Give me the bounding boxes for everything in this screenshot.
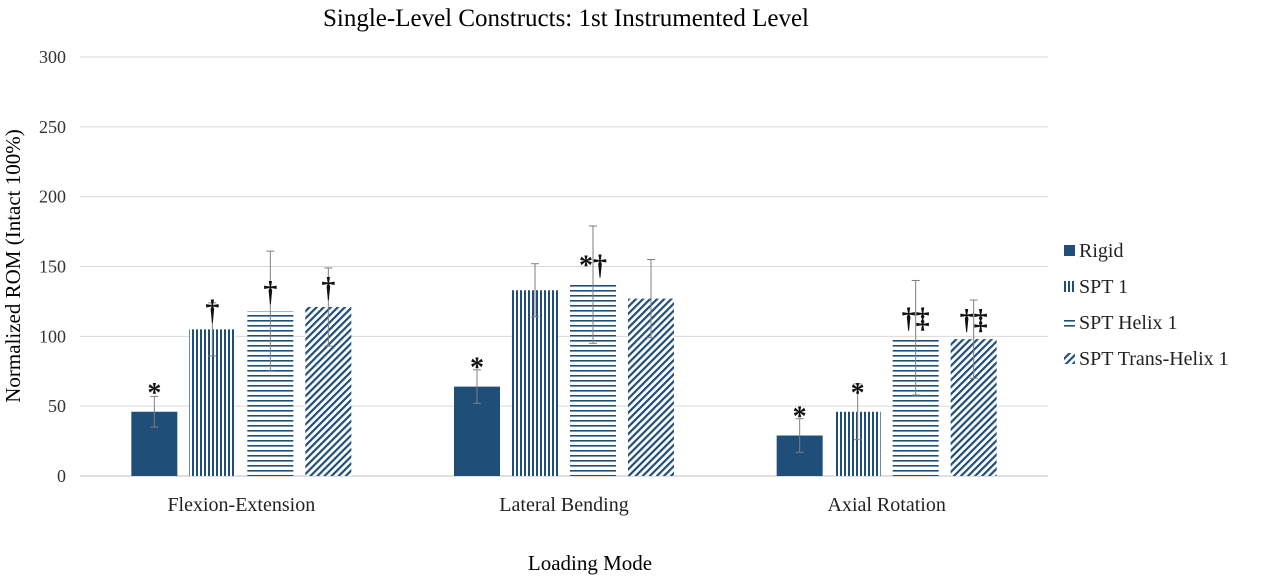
- gridlines: [80, 56, 1048, 477]
- y-tick-label: 200: [39, 187, 66, 207]
- significance-marker: †: [205, 295, 219, 326]
- bars: [131, 284, 997, 476]
- significance-marker: *†: [579, 251, 607, 282]
- legend-label: SPT Trans-Helix 1: [1079, 348, 1229, 370]
- y-tick-label: 250: [39, 117, 66, 137]
- legend-swatch: [1064, 353, 1075, 364]
- significance-marker: *: [470, 353, 484, 384]
- x-axis-title: Loading Mode: [528, 551, 652, 575]
- y-tick-label: 150: [39, 257, 66, 277]
- x-category-label: Axial Rotation: [828, 494, 946, 516]
- significance-marker: †‡: [902, 304, 930, 335]
- bar-vertical: [512, 290, 558, 476]
- legend-label: SPT Helix 1: [1079, 312, 1178, 334]
- significance-marker: *: [793, 401, 807, 432]
- significance-markers: *†† †**†**†‡ †‡: [147, 251, 987, 433]
- legend-swatch: [1064, 281, 1075, 292]
- legend-label: SPT 1: [1079, 276, 1128, 298]
- significance-marker: †: [263, 277, 277, 308]
- x-category-label: Flexion-Extension: [167, 494, 315, 516]
- chart-title: Single-Level Constructs: 1st Instrumente…: [323, 5, 809, 32]
- legend-swatch: [1064, 317, 1075, 328]
- significance-marker: †‡: [960, 305, 988, 336]
- y-tick-label: 300: [39, 47, 66, 67]
- y-tick-label: 100: [39, 326, 66, 346]
- significance-marker: †: [321, 273, 335, 304]
- error-bars: [150, 225, 978, 453]
- y-axis-title: Normalized ROM (Intact 100%): [1, 129, 25, 403]
- legend-swatch: [1064, 245, 1075, 256]
- significance-marker: *: [147, 378, 161, 409]
- y-tick-label: 0: [57, 466, 66, 486]
- legend-label: Rigid: [1079, 240, 1123, 262]
- x-category-label: Lateral Bending: [499, 494, 628, 516]
- legend: Rigid SPT 1 SPT Helix 1 SPT Trans-Helix 1: [1064, 240, 1229, 370]
- y-tick-label: 50: [48, 396, 66, 416]
- y-axis-ticks: 0 50 100 150 200 250 300: [39, 47, 66, 486]
- x-axis-categories: Flexion-Extension Lateral Bending Axial Ro…: [167, 494, 945, 516]
- significance-marker: *: [851, 378, 865, 409]
